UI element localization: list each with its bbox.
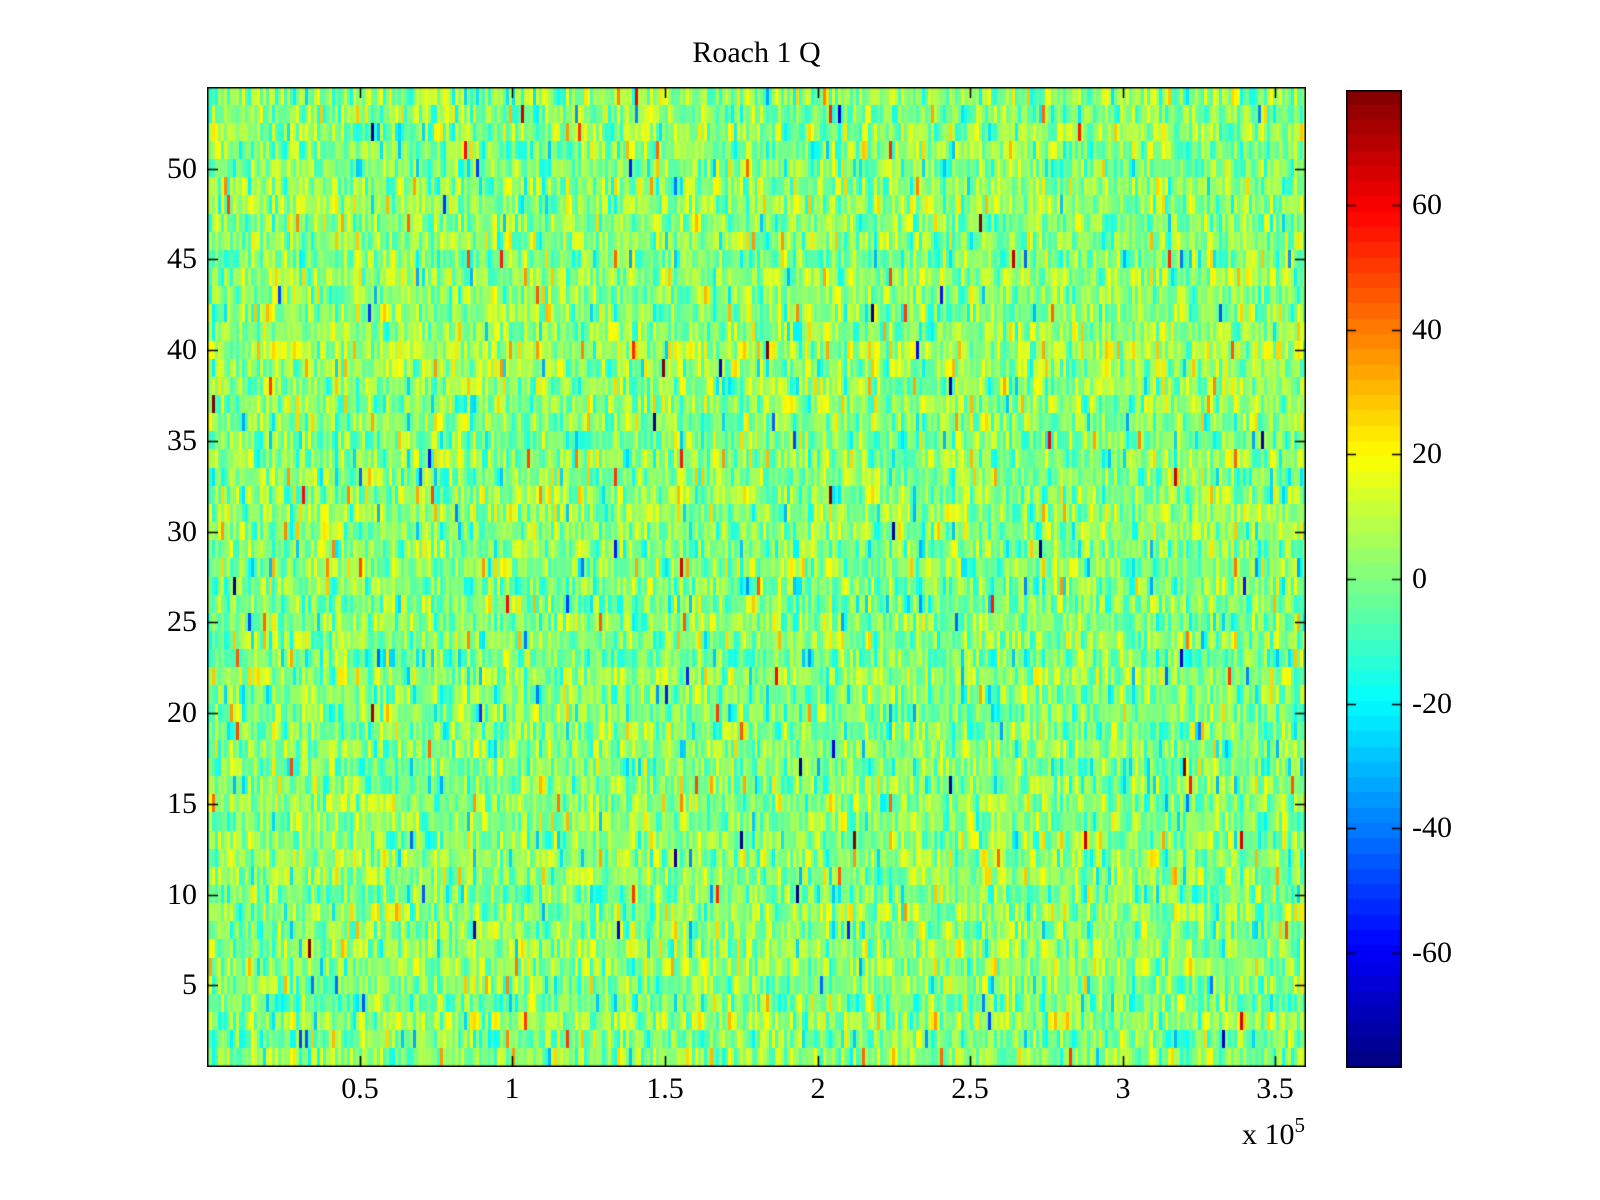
colorbar-tick-label: -20 xyxy=(1412,687,1452,720)
y-tick-label: 50 xyxy=(167,152,197,185)
colorbar-tick-label: 20 xyxy=(1412,437,1442,470)
y-tick-label: 45 xyxy=(167,242,197,275)
y-tick-label: 10 xyxy=(167,878,197,911)
y-tick-label: 35 xyxy=(167,424,197,457)
y-tick-label: 30 xyxy=(167,515,197,548)
x-tick-label: 1 xyxy=(504,1072,520,1105)
x-tick-label: 0.5 xyxy=(341,1072,379,1105)
colorbar-tick-label: -60 xyxy=(1412,936,1452,969)
colorbar-tick-label: 40 xyxy=(1412,313,1442,346)
heatmap-canvas xyxy=(207,87,1306,1067)
x-tick-label: 3.5 xyxy=(1256,1072,1294,1105)
colorbar-tick-label: 0 xyxy=(1412,562,1427,595)
y-tick-label: 5 xyxy=(182,968,197,1001)
x-axis-offset-label: x 105 xyxy=(1150,1113,1305,1155)
y-tick-label: 25 xyxy=(167,605,197,638)
y-tick-label: 15 xyxy=(167,787,197,820)
x-tick-label: 2 xyxy=(810,1072,826,1105)
chart-title: Roach 1 Q xyxy=(692,36,821,69)
x-axis-offset-base: x 10 xyxy=(1242,1118,1295,1151)
colorbar-tick-label: -40 xyxy=(1412,811,1452,844)
x-tick-label: 3 xyxy=(1115,1072,1131,1105)
y-tick-label: 40 xyxy=(167,333,197,366)
x-axis-offset-exponent: 5 xyxy=(1294,1113,1306,1137)
x-tick-label: 1.5 xyxy=(646,1072,684,1105)
colorbar xyxy=(1346,90,1402,1068)
colorbar-tick-label: 60 xyxy=(1412,188,1442,221)
y-tick-label: 20 xyxy=(167,696,197,729)
x-tick-label: 2.5 xyxy=(951,1072,989,1105)
